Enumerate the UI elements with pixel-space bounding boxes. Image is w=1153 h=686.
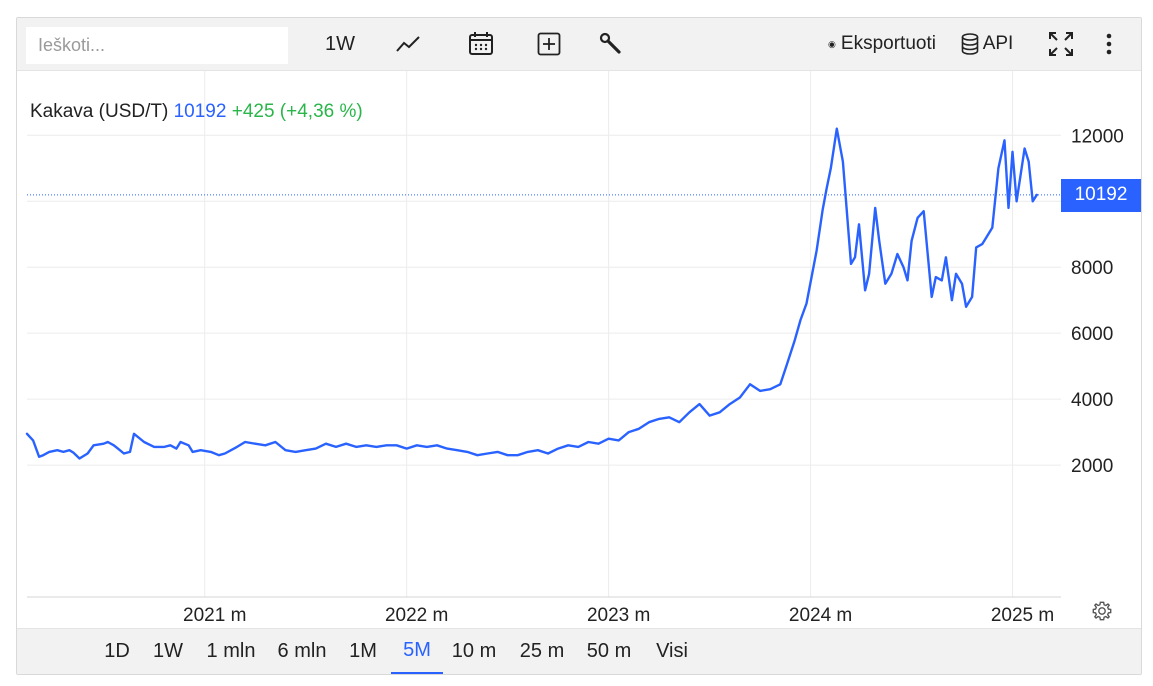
x-tick-label: 2021 m bbox=[183, 605, 246, 626]
x-tick-label: 2024 m bbox=[789, 605, 852, 626]
range-label: 1D bbox=[104, 640, 130, 662]
range-button-6-mln[interactable]: 6 mln bbox=[270, 629, 334, 674]
api-label: API bbox=[982, 33, 1014, 54]
chart-legend: Kakava (USD/T) 10192 +425 (+4,36 %) bbox=[30, 101, 363, 123]
add-indicator-button[interactable] bbox=[529, 26, 569, 62]
range-label: 50 m bbox=[586, 640, 632, 662]
gear-icon bbox=[1091, 601, 1113, 626]
more-menu-button[interactable] bbox=[1095, 26, 1123, 62]
last-price-tag: 10192 bbox=[1061, 178, 1141, 212]
range-button-1d[interactable]: 1D bbox=[97, 629, 137, 674]
database-icon bbox=[961, 33, 979, 55]
range-label: 6 mln bbox=[277, 640, 327, 662]
export-button[interactable]: ◉ Eksportuoti bbox=[823, 26, 941, 62]
range-button-25-m[interactable]: 25 m bbox=[511, 629, 573, 674]
x-tick-label: 2023 m bbox=[587, 605, 650, 626]
y-tick-label: 6000 bbox=[1071, 324, 1113, 345]
settings-tool-button[interactable] bbox=[591, 26, 631, 62]
price-chart[interactable]: 2000 4000 6000 8000 12000 2021 m 2022 m 2023 m 2… bbox=[17, 18, 1141, 628]
line-chart-icon bbox=[395, 34, 423, 54]
range-button-1m[interactable]: 1M bbox=[343, 629, 383, 674]
calendar-icon bbox=[468, 31, 494, 57]
range-bar: 1D 1W 1 mln 6 mln 1M 5M 10 m 25 m 50 m Visi bbox=[17, 628, 1141, 674]
chart-widget: 1W bbox=[16, 17, 1142, 675]
y-tick-label: 12000 bbox=[1071, 126, 1124, 147]
y-tick-label: 8000 bbox=[1071, 258, 1113, 279]
range-label: 1 mln bbox=[206, 640, 256, 662]
range-button-1w[interactable]: 1W bbox=[147, 629, 189, 674]
y-tick-label: 4000 bbox=[1071, 390, 1113, 411]
last-price: 10192 bbox=[173, 101, 227, 122]
add-box-icon bbox=[537, 32, 561, 56]
chart-type-button[interactable] bbox=[389, 26, 429, 62]
export-label: Eksportuoti bbox=[840, 33, 936, 54]
range-label: 1W bbox=[153, 640, 183, 662]
toolbar: 1W bbox=[17, 18, 1141, 71]
more-vertical-icon bbox=[1106, 33, 1112, 55]
range-label: 5M bbox=[403, 639, 431, 661]
range-button-5m[interactable]: 5M bbox=[391, 629, 443, 674]
instrument-name: Kakava (USD/T) bbox=[30, 101, 169, 122]
x-tick-label: 2025 m bbox=[991, 605, 1054, 626]
price-change: +425 (+4,36 %) bbox=[231, 101, 363, 122]
export-dot-icon: ◉ bbox=[828, 38, 836, 49]
date-range-button[interactable] bbox=[461, 26, 501, 62]
range-label: 1M bbox=[349, 640, 377, 662]
range-label: 10 m bbox=[451, 640, 497, 662]
y-tick-label: 2000 bbox=[1071, 456, 1113, 477]
wrench-icon bbox=[599, 32, 623, 56]
search-input[interactable] bbox=[26, 27, 288, 64]
range-button-50-m[interactable]: 50 m bbox=[580, 629, 638, 674]
range-button-visi[interactable]: Visi bbox=[646, 629, 698, 674]
fullscreen-button[interactable] bbox=[1043, 26, 1079, 62]
x-tick-label: 2022 m bbox=[385, 605, 448, 626]
range-label: Visi bbox=[656, 640, 688, 662]
range-label: 25 m bbox=[519, 640, 565, 662]
range-button-10-m[interactable]: 10 m bbox=[445, 629, 503, 674]
fullscreen-icon bbox=[1048, 31, 1074, 57]
chart-settings-button[interactable] bbox=[1091, 600, 1113, 627]
interval-label: 1W bbox=[325, 32, 355, 55]
interval-button[interactable]: 1W bbox=[315, 26, 365, 62]
series-line-0 bbox=[25, 127, 1038, 460]
range-button-1-mln[interactable]: 1 mln bbox=[199, 629, 263, 674]
api-button[interactable]: API bbox=[955, 26, 1019, 62]
